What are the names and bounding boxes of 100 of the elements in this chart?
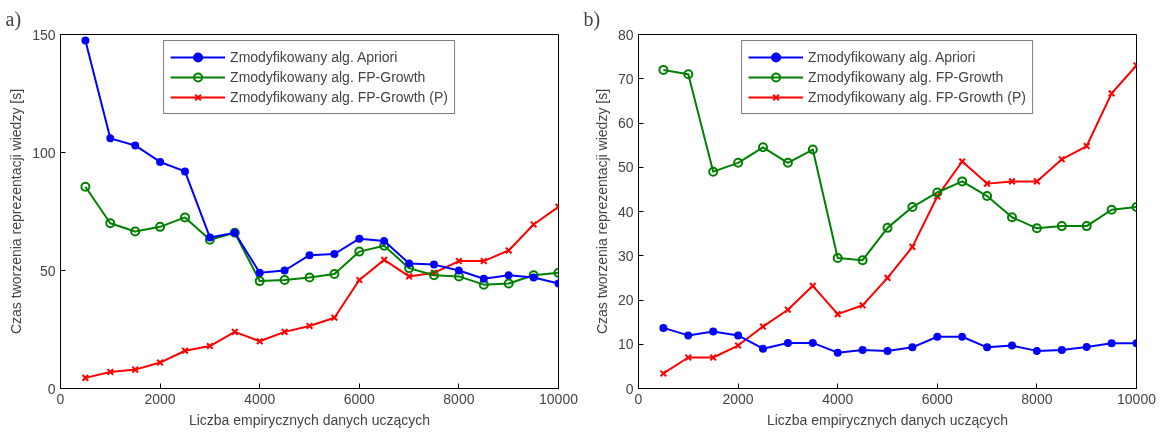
point — [807, 144, 818, 155]
point — [255, 268, 264, 277]
point — [709, 327, 718, 336]
point — [354, 246, 365, 257]
point — [1007, 212, 1017, 223]
point — [858, 346, 867, 354]
point — [907, 202, 918, 213]
x-tick-label: 10000 — [539, 390, 579, 407]
legend-label: Zmodyfikowany alg. FP-Growth — [808, 69, 1004, 85]
point — [155, 221, 166, 232]
point — [429, 270, 439, 281]
point — [883, 274, 892, 282]
y-tick-label: 80 — [617, 26, 634, 43]
point — [659, 369, 668, 378]
x-tick-label: 10000 — [1117, 390, 1157, 407]
point — [684, 331, 693, 340]
point — [305, 251, 314, 260]
legend-label: Zmodyfikowany alg. FP-Growth (P) — [808, 89, 1026, 105]
point — [782, 157, 793, 168]
point — [304, 272, 315, 283]
chart-title: a) — [5, 7, 22, 31]
point — [932, 187, 943, 198]
point — [758, 142, 768, 153]
point — [933, 332, 942, 341]
point — [1107, 339, 1116, 348]
point — [808, 338, 817, 347]
point — [759, 344, 767, 353]
point — [883, 346, 892, 355]
point — [329, 269, 340, 280]
point — [1032, 346, 1041, 355]
point — [430, 260, 438, 269]
point — [1107, 89, 1116, 98]
point — [1031, 223, 1042, 234]
point — [330, 249, 339, 258]
y-tick-label: 10 — [617, 336, 634, 353]
point — [504, 271, 513, 280]
point — [504, 246, 513, 255]
chart-title: b) — [583, 7, 601, 31]
y-tick-label: 100 — [32, 144, 56, 161]
x-tick-label: 8000 — [1021, 390, 1053, 407]
y-tick-label: 150 — [32, 26, 56, 43]
legend-label: Zmodyfikowany alg. Apriori — [230, 49, 398, 65]
point — [355, 234, 364, 243]
point — [279, 274, 290, 285]
point — [708, 166, 719, 177]
y-tick-label: 40 — [617, 203, 634, 220]
legend-label: Zmodyfikowany alg. FP-Growth — [230, 69, 426, 85]
y-tick-label: 30 — [617, 247, 634, 264]
point — [1008, 341, 1016, 350]
point — [882, 222, 893, 233]
y-axis-title: Czas tworzenia reprezentacji wiedzy [s] — [8, 88, 25, 335]
point — [1082, 342, 1091, 351]
y-axis-title: Czas tworzenia reprezentacji wiedzy [s] — [593, 88, 610, 335]
point — [684, 353, 693, 362]
point — [784, 305, 792, 314]
point — [983, 343, 992, 352]
point — [180, 212, 190, 223]
point — [255, 337, 264, 346]
point — [659, 323, 668, 332]
point — [832, 252, 843, 263]
x-axis-title: Liczba empirycznych danych uczących — [766, 411, 1009, 428]
point — [254, 276, 265, 287]
legend-label: Zmodyfikowany alg. FP-Growth (P) — [230, 89, 448, 105]
point — [454, 266, 463, 275]
x-tick-label: 8000 — [443, 390, 475, 407]
point — [734, 331, 743, 340]
y-tick-label: 50 — [39, 262, 56, 279]
point — [156, 157, 165, 166]
point — [958, 157, 967, 166]
x-tick-label: 4000 — [244, 390, 276, 407]
point — [380, 237, 389, 245]
point — [1057, 346, 1066, 354]
point — [453, 271, 464, 282]
point — [130, 226, 141, 237]
point — [1056, 221, 1067, 232]
point — [1106, 204, 1117, 215]
point — [81, 36, 90, 45]
point — [105, 218, 116, 229]
point — [857, 255, 868, 266]
point — [529, 220, 538, 229]
x-tick-label: 2000 — [722, 390, 754, 407]
point — [982, 191, 993, 201]
point — [958, 332, 967, 341]
point — [783, 338, 792, 347]
y-tick-label: 50 — [617, 159, 634, 176]
point — [709, 353, 718, 362]
point — [230, 328, 239, 336]
point — [131, 365, 140, 374]
point — [181, 167, 189, 176]
x-tick-label: 6000 — [921, 390, 954, 407]
point — [683, 69, 694, 80]
point — [405, 259, 414, 268]
point — [503, 278, 514, 289]
y-tick-label: 20 — [617, 292, 634, 308]
point — [858, 301, 867, 310]
point — [1081, 221, 1092, 232]
point — [131, 141, 140, 150]
legend-label: Zmodyfikowany alg. Apriori — [808, 49, 976, 65]
y-tick-label: 60 — [617, 115, 634, 131]
point — [808, 282, 817, 290]
